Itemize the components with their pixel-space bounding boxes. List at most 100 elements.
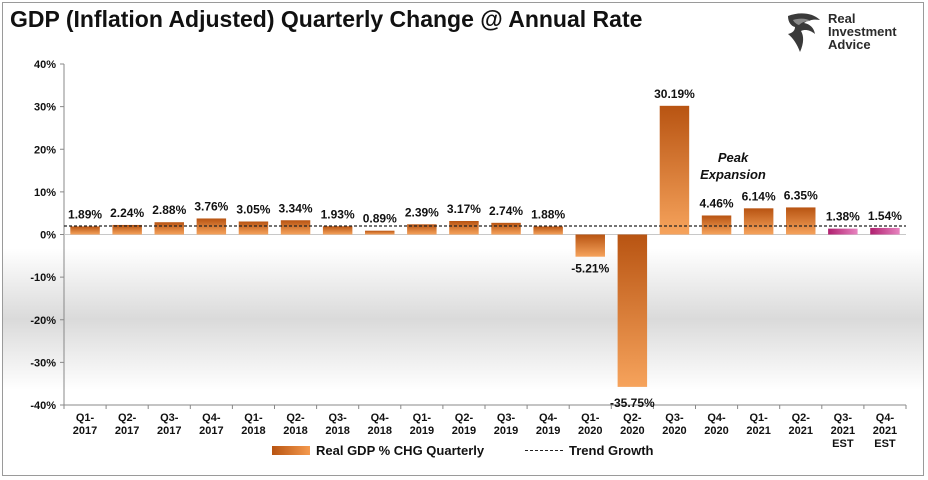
y-tick-labels: -40% -30% -20% -10% 0% 10% 20% 30% 40% [30, 59, 56, 412]
x-tick-label: Q1- [413, 412, 432, 424]
x-tick-label: Q3- [665, 412, 684, 424]
y-tick-label: -10% [30, 272, 56, 284]
data-label: 3.05% [236, 202, 270, 216]
x-tick-label: Q2- [792, 412, 811, 424]
x-tick-label: 2019 [536, 425, 560, 437]
x-tick-label: 2019 [410, 425, 434, 437]
bar [659, 105, 690, 235]
x-tick-label: 2019 [452, 425, 476, 437]
y-tick-label: -30% [30, 357, 56, 369]
annotation-expansion: Expansion [700, 167, 766, 182]
brand-logo: Real Investment Advice [784, 10, 914, 60]
legend-item-gdp: Real GDP % CHG Quarterly [272, 443, 484, 458]
data-label: 4.46% [700, 196, 734, 210]
x-tick-label: 2018 [283, 425, 307, 437]
data-label: 6.14% [742, 189, 776, 203]
eagle-head-icon [788, 13, 820, 53]
y-tick-label: 40% [34, 59, 56, 71]
data-label: 1.88% [531, 207, 565, 221]
data-label: 3.17% [447, 202, 481, 216]
x-tick-label: Q2- [118, 412, 137, 424]
data-labels: 1.89% 2.24% 2.88% 3.76% 3.05% 3.34% 1.93% 0.89%… [68, 87, 902, 410]
x-tick-label: 2021 [873, 425, 897, 437]
bar [533, 226, 563, 235]
x-tick-label: 2018 [241, 425, 265, 437]
x-tick-label: Q3- [834, 412, 853, 424]
data-label: 1.38% [826, 210, 860, 224]
x-tick-label: 2017 [73, 425, 97, 437]
x-tick-label: 2017 [199, 425, 223, 437]
x-tick-label: 2020 [704, 425, 728, 437]
annotation-peak: Peak [718, 150, 749, 165]
bar [743, 208, 774, 235]
x-tick-label: 2020 [578, 425, 602, 437]
data-label: 0.89% [363, 212, 397, 226]
bar [617, 234, 648, 387]
y-tick-label: 0% [40, 230, 56, 242]
logo-line-1: Real [828, 11, 856, 26]
x-tick-label: 2020 [620, 425, 644, 437]
legend-item-trend: Trend Growth [525, 443, 654, 458]
chart-title: GDP (Inflation Adjusted) Quarterly Chang… [10, 6, 643, 32]
legend-swatch-bar [272, 446, 310, 455]
y-tick-label: 30% [34, 102, 56, 114]
bar [701, 215, 732, 235]
x-tick-label: 2020 [662, 425, 686, 437]
x-tick-label: Q3- [328, 412, 347, 424]
x-tick-label: 2017 [115, 425, 139, 437]
x-tick-label: EST [832, 438, 854, 450]
bar [407, 224, 437, 235]
data-label: 6.35% [784, 188, 818, 202]
data-label: 1.93% [321, 207, 355, 221]
logo-line-3: Advice [828, 37, 871, 52]
chart-legend: Real GDP % CHG Quarterly Trend Growth [0, 443, 928, 463]
legend-label-trend: Trend Growth [569, 443, 654, 458]
bar [154, 222, 184, 235]
x-tick-label: 2021 [789, 425, 813, 437]
x-tick-label: 2018 [325, 425, 349, 437]
bar [112, 224, 142, 235]
data-label: -35.75% [610, 396, 655, 410]
x-tick-label: Q1- [76, 412, 95, 424]
data-label: 2.39% [405, 205, 439, 219]
data-label: 30.19% [654, 87, 695, 101]
data-label: 1.89% [68, 207, 102, 221]
bar-series [64, 105, 906, 387]
x-tick-label: Q2- [623, 412, 642, 424]
x-tick-labels: Q1-2017Q2-2017Q3-2017Q4-2017Q1-2018Q2-20… [73, 412, 897, 450]
y-tick-label: -40% [30, 400, 56, 412]
bar [322, 226, 353, 235]
bar [365, 230, 395, 235]
chart-axes [60, 63, 907, 409]
data-label: 3.34% [279, 201, 313, 215]
bar [491, 222, 521, 235]
data-label: 2.88% [152, 203, 186, 217]
bar [449, 220, 479, 235]
x-tick-label: 2021 [746, 425, 770, 437]
x-tick-label: Q1- [749, 412, 768, 424]
x-tick-label: EST [874, 438, 896, 450]
x-tick-label: 2019 [494, 425, 518, 437]
data-label: -5.21% [571, 262, 609, 276]
data-label: 1.54% [868, 209, 902, 223]
bar [828, 228, 858, 235]
x-tick-label: Q1- [581, 412, 600, 424]
bar [70, 226, 100, 235]
x-tick-label: Q3- [497, 412, 516, 424]
bar [870, 227, 900, 235]
x-tick-label: Q4- [539, 412, 558, 424]
bar [786, 207, 816, 235]
data-label: 2.74% [489, 204, 523, 218]
legend-label-gdp: Real GDP % CHG Quarterly [316, 443, 485, 458]
x-tick-label: Q2- [455, 412, 474, 424]
y-tick-label: -20% [30, 315, 56, 327]
y-tick-label: 20% [34, 144, 56, 156]
x-tick-label: 2018 [368, 425, 392, 437]
x-tick-label: Q1- [244, 412, 263, 424]
legend-swatch-line [525, 450, 563, 451]
x-tick-label: 2017 [157, 425, 181, 437]
y-tick-label: 10% [34, 187, 56, 199]
data-label: 2.24% [110, 206, 144, 220]
bar [280, 220, 311, 235]
